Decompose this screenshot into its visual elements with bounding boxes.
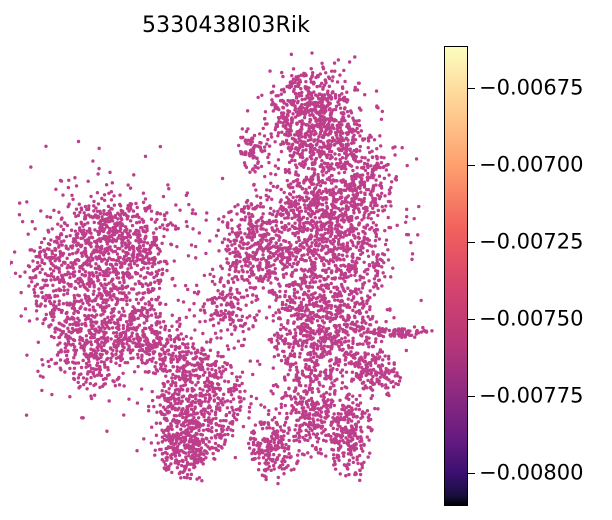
colorbar-tick-mark xyxy=(468,396,475,397)
colorbar-tick-mark xyxy=(468,473,475,474)
colorbar-tick-mark xyxy=(468,242,475,243)
colorbar-tick-mark xyxy=(468,165,475,166)
scatter-axes xyxy=(10,44,442,516)
colorbar-tick-label: −0.00775 xyxy=(479,383,584,408)
colorbar-tick-label: −0.00700 xyxy=(479,152,584,177)
colorbar-tick-label: −0.00725 xyxy=(479,229,584,254)
page-title: 5330438I03Rik xyxy=(142,13,310,38)
colorbar-tick-mark xyxy=(468,319,475,320)
colorbar-gradient xyxy=(444,46,468,506)
colorbar-tick-mark xyxy=(468,88,475,89)
colorbar[interactable] xyxy=(444,46,468,506)
colorbar-tick-label: −0.00800 xyxy=(479,460,584,485)
colorbar-tick-label: −0.00750 xyxy=(479,306,584,331)
scatter-point-cloud xyxy=(10,44,442,516)
colorbar-tick-label: −0.00675 xyxy=(479,75,584,100)
